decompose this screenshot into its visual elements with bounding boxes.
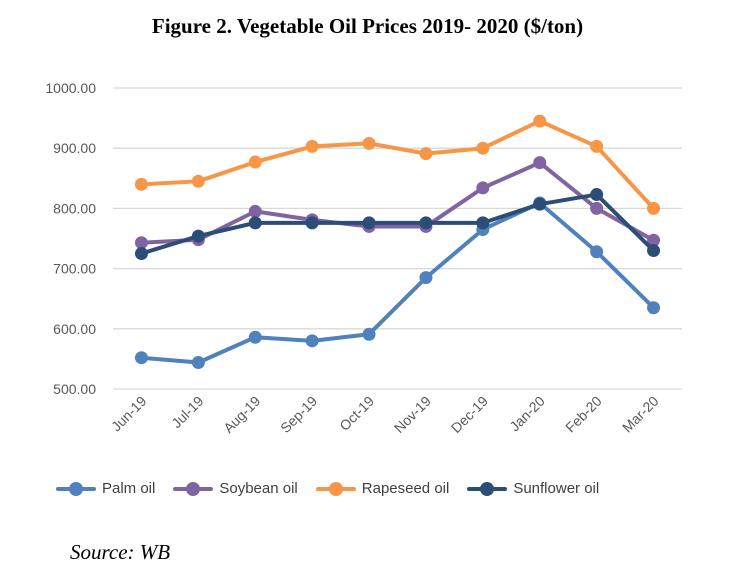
- data-point: [476, 181, 490, 195]
- x-axis-ticks: Jun-19 Jul-19 Aug-19 Sep-19 Oct-19 Nov-19 Dec-…: [108, 393, 662, 436]
- data-point: [647, 233, 661, 247]
- series-line: [139, 192, 656, 256]
- legend-item-sunflower-oil[interactable]: Sunflower oil: [467, 480, 599, 497]
- series-rapeseed-oil: [134, 114, 661, 215]
- x-tick-label: Nov-19: [391, 393, 434, 436]
- data-point: [590, 201, 604, 215]
- legend-item-rapeseed-oil[interactable]: Rapeseed oil: [315, 480, 450, 497]
- series-group: [134, 114, 661, 370]
- data-point: [362, 136, 376, 150]
- data-point: [590, 245, 604, 259]
- legend-label: Sunflower oil: [513, 480, 600, 497]
- data-point: [590, 188, 604, 202]
- x-tick-label: Feb-20: [562, 393, 605, 436]
- data-point: [590, 139, 604, 153]
- y-tick-label: 500.00: [53, 381, 96, 397]
- x-tick-label: Mar-20: [619, 393, 662, 436]
- line-chart: 1000.00 900.00 800.00 700.00 600.00 500.00 Ju…: [45, 80, 682, 436]
- series-line: [139, 200, 656, 365]
- y-tick-label: 900.00: [53, 140, 96, 156]
- data-point: [305, 216, 319, 230]
- y-axis-ticks: 1000.00 900.00 800.00 700.00 600.00 500.00: [45, 80, 96, 397]
- chart-title: Figure 2. Vegetable Oil Prices 2019- 202…: [151, 14, 584, 38]
- data-point: [476, 141, 490, 155]
- x-tick-label: Jun-19: [108, 393, 150, 435]
- legend-item-palm-oil[interactable]: Palm oil: [56, 480, 155, 497]
- palm-oil-swatch-icon: [56, 481, 96, 497]
- legend: Palm oil Soybean oil Rapeseed oil Sunflo…: [56, 480, 599, 497]
- data-point: [305, 139, 319, 153]
- x-tick-label: Jul-19: [168, 393, 206, 431]
- data-point: [533, 156, 547, 170]
- data-point: [191, 229, 205, 243]
- series-sunflower-oil: [134, 188, 661, 261]
- y-tick-label: 800.00: [53, 200, 96, 216]
- x-tick-label: Oct-19: [336, 393, 377, 434]
- y-tick-label: 600.00: [53, 321, 96, 337]
- x-tick-label: Aug-19: [220, 393, 263, 436]
- data-point: [191, 174, 205, 188]
- legend-item-soybean-oil[interactable]: Soybean oil: [173, 480, 298, 497]
- rapeseed-oil-swatch-icon: [315, 481, 356, 497]
- data-point: [248, 330, 262, 344]
- series-line: [139, 119, 656, 211]
- data-point: [647, 244, 661, 258]
- data-point: [419, 216, 433, 230]
- y-tick-label: 1000.00: [45, 80, 96, 96]
- data-point: [248, 155, 262, 169]
- data-point: [134, 351, 148, 365]
- soybean-oil-swatch-icon: [173, 481, 214, 497]
- data-point: [476, 216, 490, 230]
- x-tick-label: Sep-19: [277, 393, 320, 436]
- data-point: [134, 236, 148, 250]
- data-point: [647, 301, 661, 315]
- series-line: [139, 160, 656, 245]
- data-point: [419, 147, 433, 161]
- data-point: [647, 201, 661, 215]
- data-point: [191, 356, 205, 370]
- y-tick-label: 700.00: [53, 261, 96, 277]
- x-tick-label: Jan-20: [506, 393, 548, 435]
- x-tick-label: Dec-19: [448, 393, 491, 436]
- data-point: [248, 216, 262, 230]
- data-point: [419, 271, 433, 285]
- data-point: [134, 177, 148, 191]
- data-point: [305, 334, 319, 348]
- data-point: [362, 327, 376, 341]
- data-point: [362, 216, 376, 230]
- series-soybean-oil: [134, 156, 661, 250]
- data-point: [248, 204, 262, 218]
- data-point: [134, 247, 148, 261]
- sunflower-oil-swatch-icon: [467, 481, 508, 497]
- data-point: [533, 114, 547, 128]
- legend-label: Rapeseed oil: [361, 480, 450, 497]
- legend-label: Soybean oil: [219, 480, 298, 497]
- data-point: [533, 197, 547, 211]
- legend-label: Palm oil: [102, 480, 156, 497]
- source-note: Source: WB: [70, 540, 171, 564]
